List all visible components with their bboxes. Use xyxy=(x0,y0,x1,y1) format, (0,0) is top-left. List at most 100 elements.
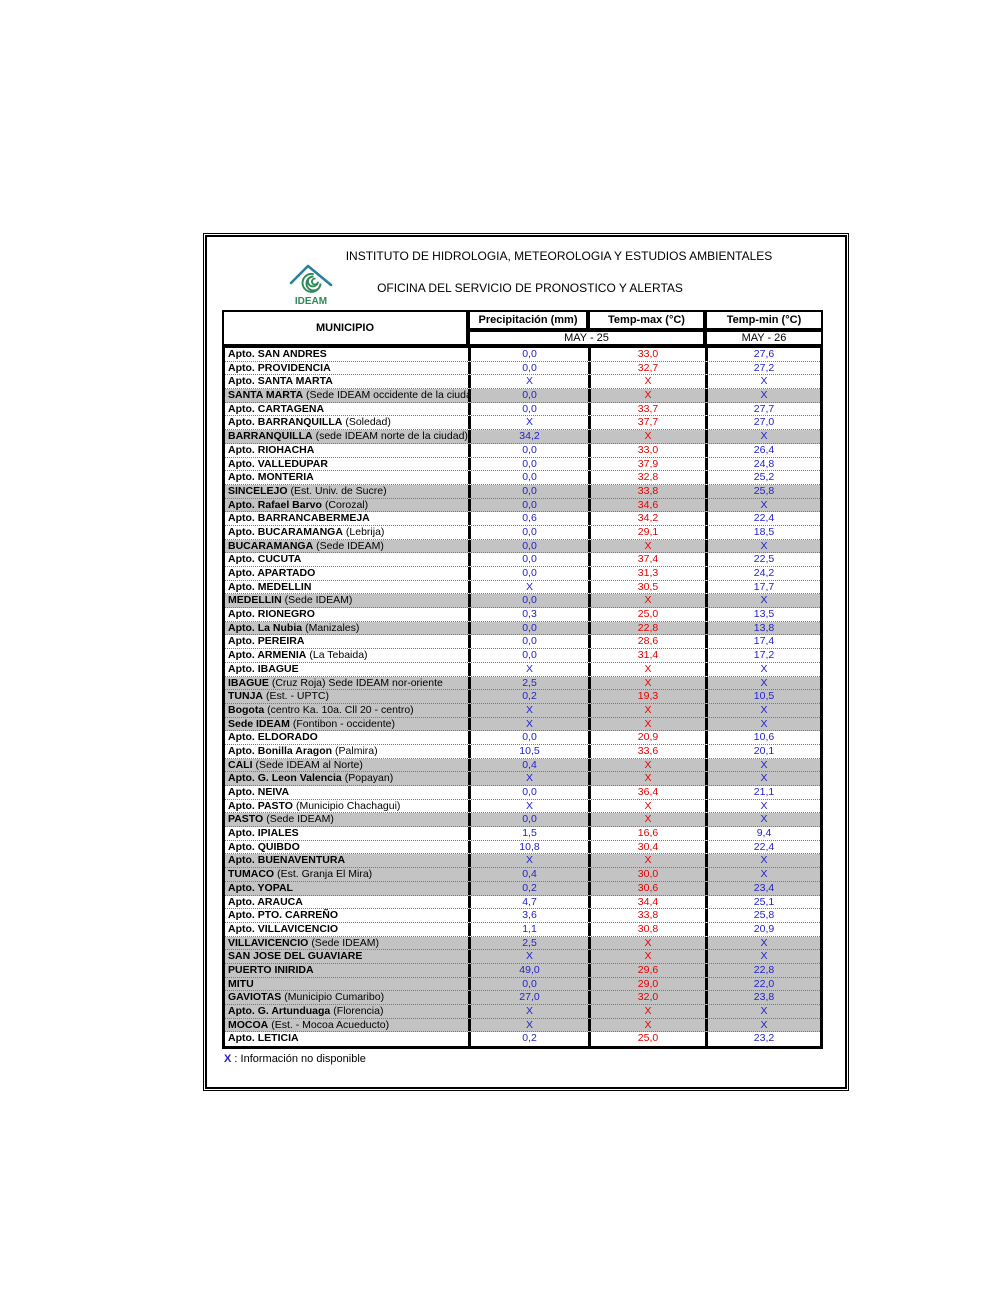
municipio-cell: Apto. PASTO (Municipio Chachagui) xyxy=(225,800,468,813)
temp-min-cell: 27,6 xyxy=(705,348,820,361)
temp-min-cell: X xyxy=(705,662,820,676)
precipitation-cell: 34,2 xyxy=(468,430,588,443)
table-row: GAVIOTAS (Municipio Cumaribo) 27,0 32,0 2… xyxy=(225,991,820,1005)
municipio-cell: Apto. YOPAL xyxy=(225,882,468,895)
precipitation-cell: 10,8 xyxy=(468,840,588,854)
table-row: Apto. BUCARAMANGA (Lebrija) 0,0 29,1 18,5 xyxy=(225,525,820,540)
temp-min-cell: X xyxy=(705,868,820,881)
table-row: Apto. VALLEDUPAR 0,0 37,9 24,8 xyxy=(225,457,820,472)
municipio-cell: MITU xyxy=(225,978,468,991)
temp-min-cell: X xyxy=(705,498,820,512)
temp-min-cell: 22,5 xyxy=(705,553,820,566)
temp-max-cell: 33,0 xyxy=(588,443,705,457)
municipio-cell: SANTA MARTA (Sede IDEAM occidente de la c… xyxy=(225,389,468,402)
table-row: Apto. ARAUCA 4,7 34,4 25,1 xyxy=(225,895,820,910)
temp-max-cell: 37,4 xyxy=(588,553,705,566)
table-row: BARRANQUILLA (sede IDEAM norte de la ciud… xyxy=(225,430,820,444)
temp-max-cell: 22,8 xyxy=(588,621,705,635)
precipitation-cell: 0,3 xyxy=(468,608,588,621)
municipio-cell: Apto. CARTAGENA xyxy=(225,403,468,416)
municipio-name: SINCELEJO xyxy=(228,484,288,497)
municipio-name: Apto. CUCUTA xyxy=(228,553,302,566)
temp-min-cell: 23,2 xyxy=(705,1032,820,1047)
precipitation-cell: 0,0 xyxy=(468,457,588,471)
temp-min-cell: X xyxy=(705,703,820,717)
municipio-cell: Apto. IPIALES xyxy=(225,827,468,840)
municipio-name: Apto. APARTADO xyxy=(228,567,316,579)
table-row: Apto. APARTADO 0,0 31,3 24,2 xyxy=(225,567,820,581)
municipio-name: Apto. La Nubia xyxy=(228,621,303,634)
legend-text: : Información no disponible xyxy=(234,1053,366,1065)
precipitation-cell: 0,4 xyxy=(468,868,588,881)
temp-max-cell: X xyxy=(588,772,705,785)
municipio-cell: BUCARAMANGA (Sede IDEAM) xyxy=(225,540,468,553)
temp-max-cell: 32,0 xyxy=(588,991,705,1004)
municipio-name: Apto. PROVIDENCIA xyxy=(228,361,331,374)
municipio-name: MEDELLIN xyxy=(228,594,282,607)
precipitation-cell: X xyxy=(468,662,588,676)
municipio-cell: Apto. MONTERIA xyxy=(225,471,468,484)
temp-min-cell: 22,8 xyxy=(705,963,820,977)
precipitation-cell: 0,0 xyxy=(468,813,588,827)
precipitation-cell: 0,0 xyxy=(468,786,588,799)
municipio-name: Apto. NEIVA xyxy=(228,786,290,798)
temp-max-cell: 33,0 xyxy=(588,348,705,361)
temp-max-cell: 33,7 xyxy=(588,402,705,416)
temp-max-cell: 16,6 xyxy=(588,827,705,840)
municipio-cell: Apto. NEIVA xyxy=(225,786,468,799)
municipio-name: Apto. BARRANCABERMEJA xyxy=(228,512,370,525)
temp-max-cell: X xyxy=(588,662,705,676)
temp-min-cell: X xyxy=(705,594,820,608)
precipitation-cell: 0,0 xyxy=(468,731,588,744)
municipio-cell: MOCOA (Est. - Mocoa Acueducto) xyxy=(225,1019,468,1032)
temp-max-cell: X xyxy=(588,430,705,443)
municipio-cell: Apto. BARRANCABERMEJA xyxy=(225,512,468,525)
table-row: TUNJA (Est. - UPTC) 0,2 19,3 10,5 xyxy=(225,690,820,704)
municipio-cell: VILLAVICENCIO (Sede IDEAM) xyxy=(225,937,468,950)
temp-min-cell: 22,4 xyxy=(705,512,820,525)
municipio-name: Apto. VILLAVICENCIO xyxy=(228,922,339,935)
municipio-name: MITU xyxy=(228,977,254,990)
municipio-cell: Apto. SANTA MARTA xyxy=(225,375,468,388)
temp-max-cell: 33,8 xyxy=(588,909,705,922)
table-row: CALI (Sede IDEAM al Norte) 0,4 X X xyxy=(225,758,820,773)
municipio-cell: TUMACO (Est. Granja El Mira) xyxy=(225,868,468,881)
table-row: PASTO (Sede IDEAM) 0,0 X X xyxy=(225,813,820,828)
municipio-cell: PUERTO INIRIDA xyxy=(225,964,468,977)
table-row: Apto. ARMENIA (La Tebaida) 0,0 31,4 17,2 xyxy=(225,649,820,663)
precipitation-cell: 0,0 xyxy=(468,361,588,375)
precipitation-cell: X xyxy=(468,717,588,731)
table-row: BUCARAMANGA (Sede IDEAM) 0,0 X X xyxy=(225,539,820,554)
municipio-name: GAVIOTAS xyxy=(228,991,282,1004)
municipio-cell: Apto. ARAUCA xyxy=(225,896,468,909)
municipio-name: Apto. BUCARAMANGA xyxy=(228,525,343,538)
precipitation-cell: 0,0 xyxy=(468,977,588,991)
precipitation-cell: 10,5 xyxy=(468,744,588,758)
table-row: Apto. G. Leon Valencia (Popayan) X X X xyxy=(225,772,820,786)
municipio-name: Apto. ARAUCA xyxy=(228,895,303,908)
temp-max-cell: 30,0 xyxy=(588,868,705,881)
precipitation-cell: 0,2 xyxy=(468,1032,588,1047)
temp-min-cell: 25,2 xyxy=(705,471,820,484)
municipio-name: Apto. BARRANQUILLA xyxy=(228,416,343,429)
weather-table: MUNICIPIO Precipitación (mm) Temp-max (°… xyxy=(222,310,823,1050)
temp-min-cell: 27,7 xyxy=(705,402,820,416)
temp-min-cell: 25,8 xyxy=(705,484,820,498)
precipitation-cell: 0,0 xyxy=(468,525,588,539)
municipio-cell: Apto. Rafael Barvo (Corozal) xyxy=(225,499,468,512)
precipitation-cell: 0,0 xyxy=(468,498,588,512)
temp-max-cell: X xyxy=(588,539,705,553)
municipio-name: Apto. G. Leon Valencia xyxy=(228,772,342,785)
municipio-cell: Apto. VALLEDUPAR xyxy=(225,458,468,471)
temp-max-cell: 31,3 xyxy=(588,567,705,580)
table-row: Apto. IPIALES 1,5 16,6 9,4 xyxy=(225,827,820,841)
temp-min-cell: X xyxy=(705,676,820,690)
temp-min-cell: 10,6 xyxy=(705,731,820,744)
temp-max-cell: 37,7 xyxy=(588,416,705,430)
municipio-name: Apto. SAN ANDRES xyxy=(228,348,327,360)
table-row: Sede IDEAM (Fontibon - occidente) X X X xyxy=(225,717,820,732)
municipio-cell: Apto. SAN ANDRES xyxy=(225,348,468,361)
temp-max-cell: 29,0 xyxy=(588,977,705,991)
table-row: Apto. PASTO (Municipio Chachagui) X X X xyxy=(225,799,820,814)
column-header-temp-min: Temp-min (°C) xyxy=(705,310,823,330)
